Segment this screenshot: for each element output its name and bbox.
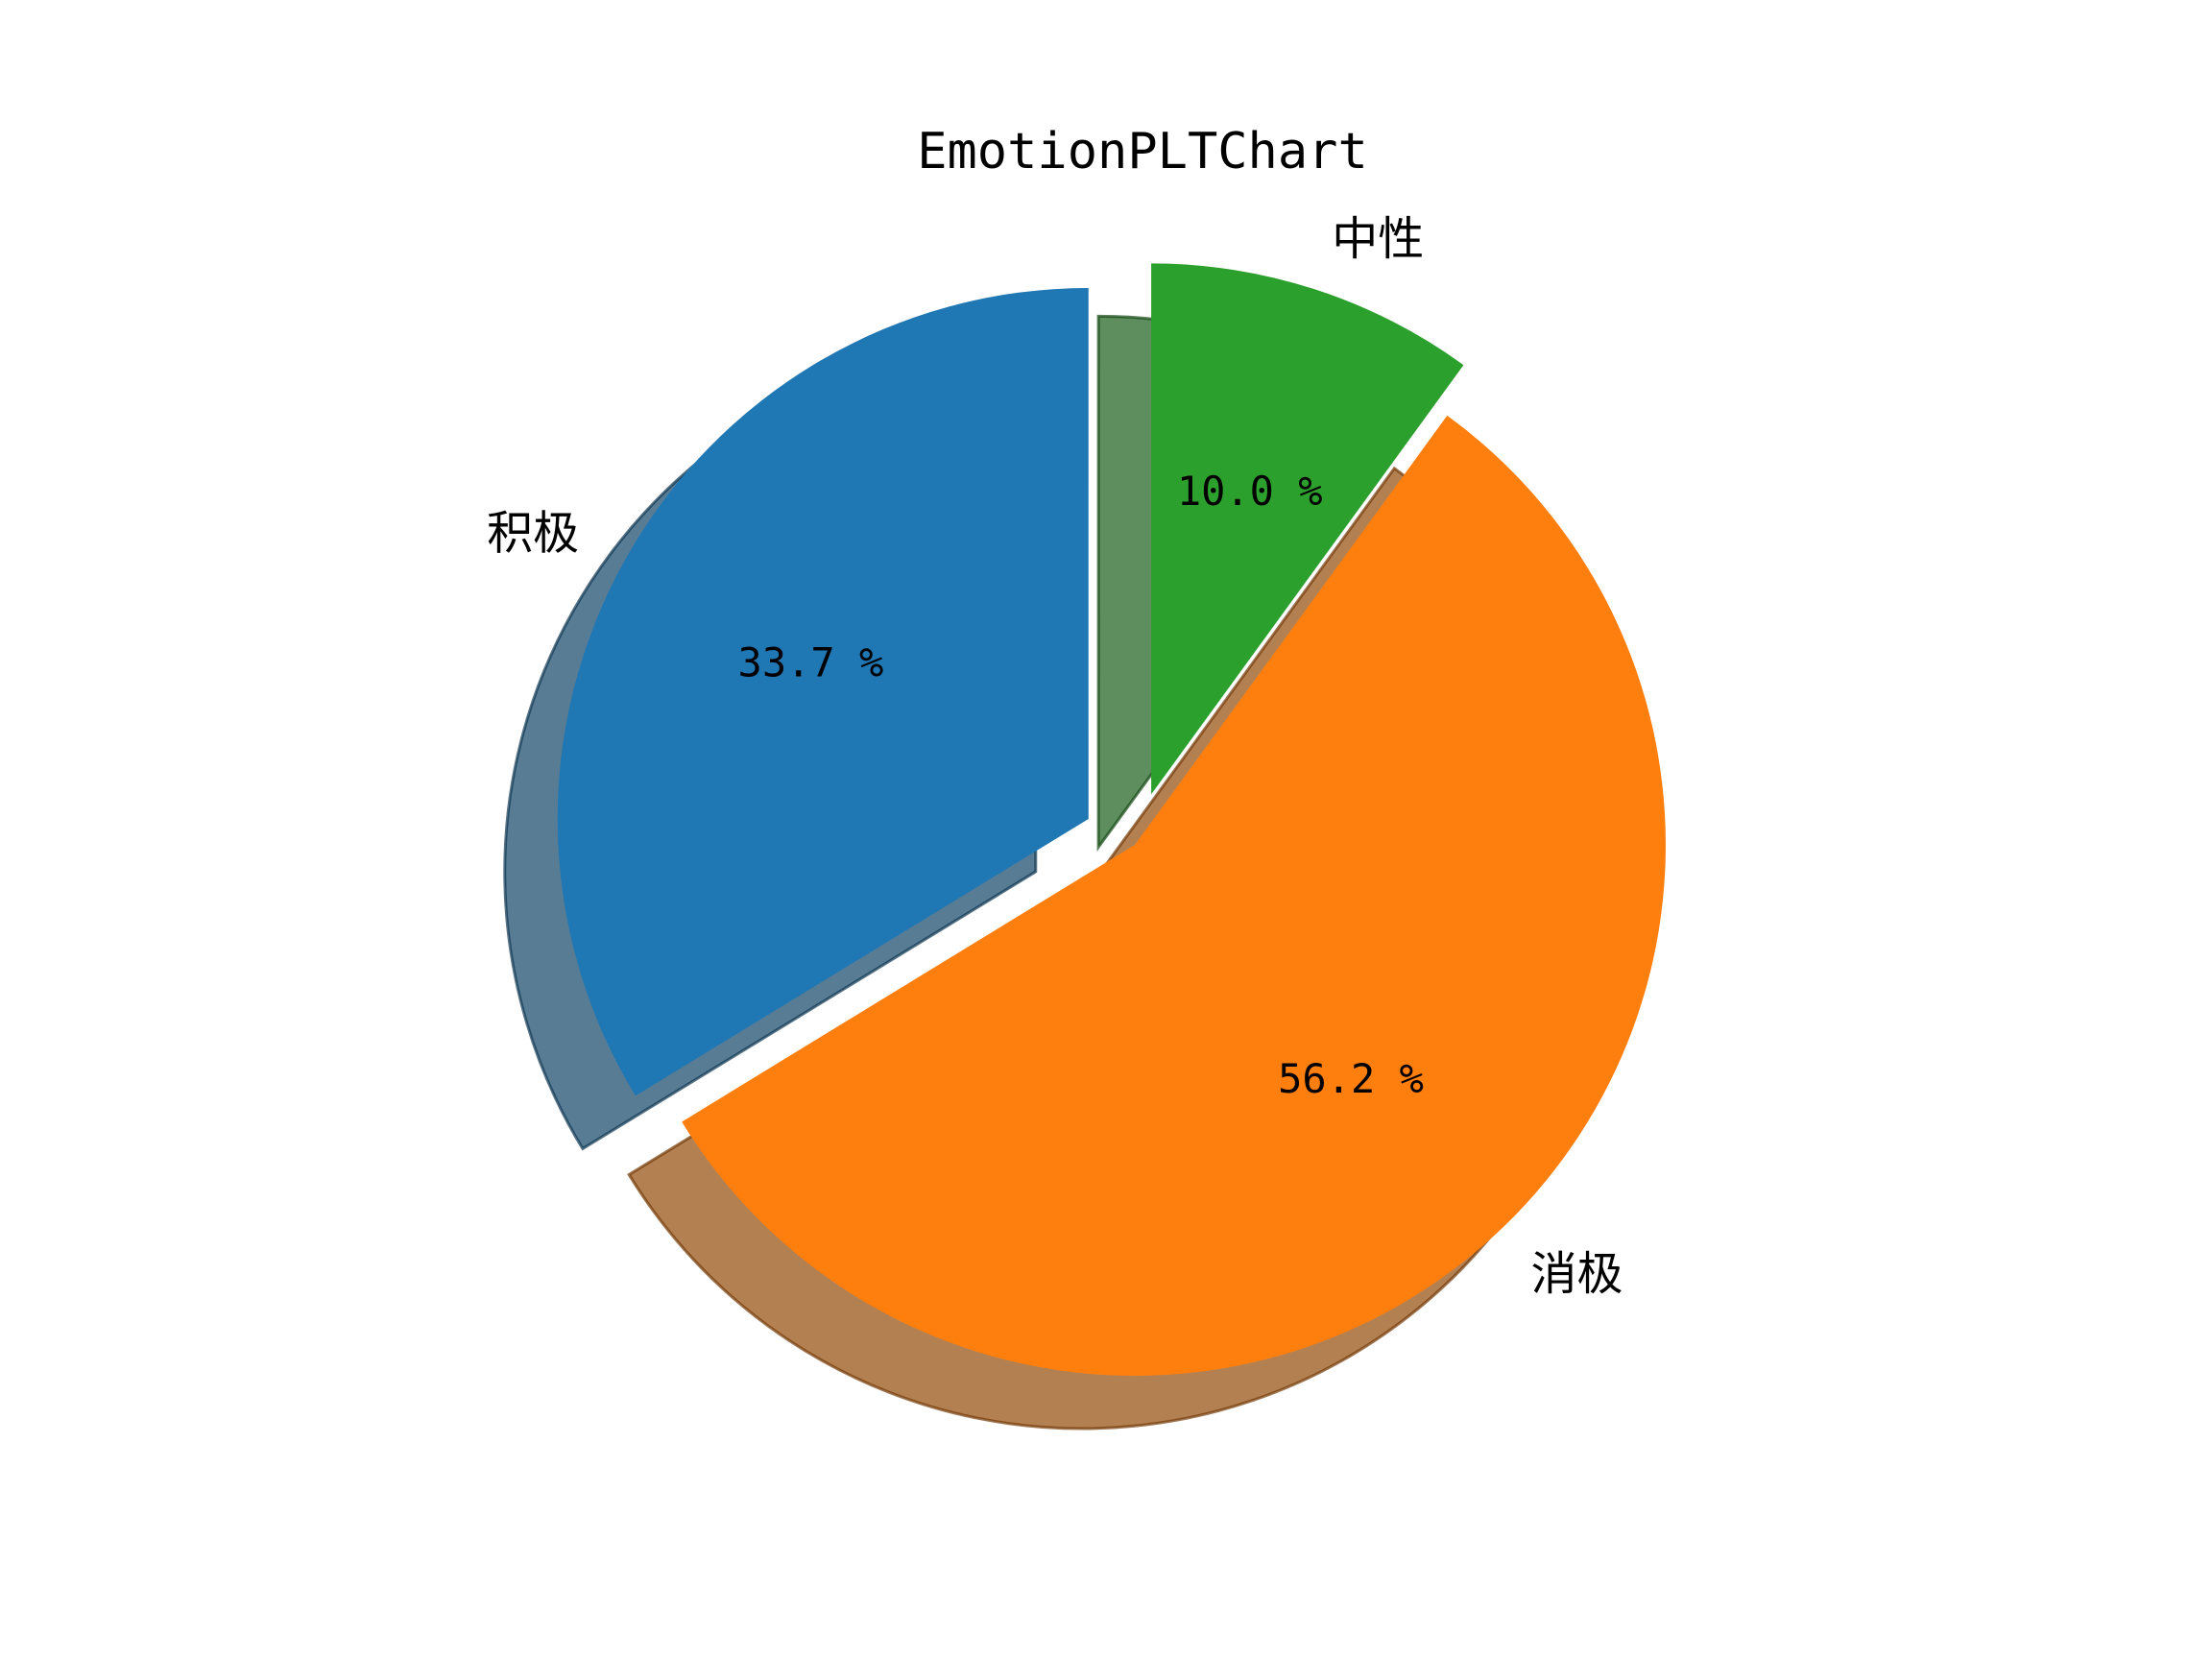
slice-3-label: 中性 (1332, 212, 1424, 266)
chart-title: EmotionPLTChart (917, 123, 1368, 180)
slice-1-wedge (557, 287, 1089, 1096)
label-layer: 积极 33.7 % 消极 56.2 % 中性 10.0 % (487, 212, 1623, 1301)
slice-layer (557, 263, 1666, 1376)
slice-1-percent-label: 33.7 % (738, 639, 884, 686)
slice-3-wedge (1151, 263, 1464, 795)
slice-2-label: 消极 (1531, 1247, 1623, 1301)
slice-3-percent-label: 10.0 % (1177, 468, 1323, 515)
slice-2-wedge (682, 415, 1666, 1376)
slice-2-percent-label: 56.2 % (1278, 1055, 1424, 1102)
slice-1-label: 积极 (487, 507, 579, 561)
